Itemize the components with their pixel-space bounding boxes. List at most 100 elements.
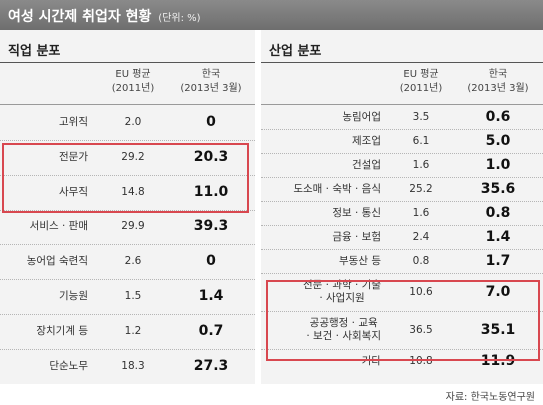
table-row: 농어업 숙련직 2.6 0 xyxy=(0,244,255,280)
korea-value: 1.4 xyxy=(198,288,224,304)
korea-column-header: 한국 (2013년 3월) xyxy=(457,68,539,96)
header-divider xyxy=(0,62,255,63)
row-label: 건설업 xyxy=(352,158,381,171)
table-row: 기능원 1.5 1.4 xyxy=(0,279,255,315)
korea-value: 5.0 xyxy=(485,132,511,149)
korea-value: 27.3 xyxy=(193,358,229,374)
korea-value: 0.6 xyxy=(485,108,511,125)
row-label: 공공행정 · 교육 · 보건 · 사회복지 xyxy=(265,311,381,349)
row-label: 사무직 xyxy=(59,186,88,198)
eu-value: 6.1 xyxy=(412,134,430,147)
eu-value: 3.5 xyxy=(412,110,430,123)
table-row: 고위직 2.0 0 xyxy=(0,105,255,141)
korea-value: 1.0 xyxy=(485,156,511,173)
table-row: 전문가 29.2 20.3 xyxy=(0,140,255,176)
table-row: 도소매 · 숙박 · 음식 25.2 35.6 xyxy=(261,177,543,202)
occupation-title: 직업 분포 xyxy=(8,44,61,59)
row-label: 단순노무 xyxy=(49,360,88,372)
eu-value: 1.5 xyxy=(124,290,142,302)
eu-header-line: EU 평균 xyxy=(403,69,439,80)
eu-value: 29.2 xyxy=(121,151,145,163)
row-label: 도소매 · 숙박 · 음식 xyxy=(293,182,381,195)
eu-value: 1.6 xyxy=(412,158,430,171)
header-divider xyxy=(261,62,543,63)
table-row: 서비스 · 판매 29.9 39.3 xyxy=(0,209,255,245)
korea-value: 39.3 xyxy=(193,218,229,234)
row-label: 정보 · 통신 xyxy=(332,206,381,219)
korea-value: 0 xyxy=(206,253,216,269)
korea-header-line: 한국 xyxy=(201,69,221,80)
korea-value: 35.1 xyxy=(480,321,516,338)
highlight-box-professional-public xyxy=(266,280,540,361)
table-row: 장치기계 등 1.2 0.7 xyxy=(0,314,255,350)
unit-label: (단위: %) xyxy=(158,13,201,24)
eu-value: 1.2 xyxy=(124,325,142,337)
row-label: 제조업 xyxy=(352,134,381,147)
korea-value: 11.0 xyxy=(193,184,229,200)
korea-value: 20.3 xyxy=(193,149,229,165)
korea-header-year: (2013년 3월) xyxy=(467,83,529,94)
table-row: 금융 · 보험 2.4 1.4 xyxy=(261,225,543,250)
table-row: 제조업 6.1 5.0 xyxy=(261,129,543,154)
table-row: 단순노무 18.3 27.3 xyxy=(0,349,255,384)
eu-value: 1.6 xyxy=(412,206,430,219)
page-title: 여성 시간제 취업자 현황 (단위: %) xyxy=(8,6,201,26)
eu-value: 2.6 xyxy=(124,255,142,267)
row-label: 장치기계 등 xyxy=(36,325,88,337)
title-text: 여성 시간제 취업자 현황 xyxy=(8,9,152,25)
row-label: 전문 · 과학 · 기술 · 사업지원 xyxy=(265,273,381,311)
header-bottom-divider xyxy=(0,104,255,105)
eu-value: 2.4 xyxy=(412,230,430,243)
korea-header-line: 한국 xyxy=(488,69,508,80)
eu-value: 14.8 xyxy=(121,186,145,198)
eu-column-header: EU 평균 (2011년) xyxy=(98,68,168,96)
table-row: 사무직 14.8 11.0 xyxy=(0,175,255,211)
table-row: 정보 · 통신 1.6 0.8 xyxy=(261,201,543,226)
eu-value: 0.8 xyxy=(412,254,430,267)
table-row: 부동산 등 0.8 1.7 xyxy=(261,249,543,274)
korea-value: 35.6 xyxy=(480,180,516,197)
eu-column-header: EU 평균 (2011년) xyxy=(389,68,453,96)
row-label: 부동산 등 xyxy=(339,254,381,267)
highlight-box-professional-clerical xyxy=(2,143,249,213)
korea-column-header: 한국 (2013년 3월) xyxy=(170,68,252,96)
table-row: 전문 · 과학 · 기술 · 사업지원 10.6 7.0 xyxy=(261,273,543,312)
row-label: 서비스 · 판매 xyxy=(29,220,88,232)
korea-value: 1.7 xyxy=(485,252,511,269)
row-label: 고위직 xyxy=(59,116,88,128)
panel-gap xyxy=(255,30,261,384)
eu-header-line: EU 평균 xyxy=(115,69,151,80)
eu-value: 10.6 xyxy=(409,285,433,298)
title-banner: 여성 시간제 취업자 현황 (단위: %) xyxy=(0,0,543,30)
row-label-line: 공공행정 · 교육 xyxy=(309,317,378,329)
table-row: 건설업 1.6 1.0 xyxy=(261,153,543,178)
korea-value: 1.4 xyxy=(485,228,511,245)
korea-value: 0.7 xyxy=(198,323,224,339)
occupation-panel: 직업 분포 EU 평균 (2011년) 한국 (2013년 3월) 고위직 2.0… xyxy=(0,30,255,384)
row-label: 농림어업 xyxy=(342,110,381,123)
row-label-line: · 사업지원 xyxy=(319,292,365,304)
header-bottom-divider xyxy=(261,104,543,105)
korea-value: 0 xyxy=(206,114,216,130)
eu-value: 18.3 xyxy=(121,360,145,372)
eu-header-year: (2011년) xyxy=(399,83,443,94)
row-label: 금융 · 보험 xyxy=(332,230,381,243)
row-label: 기능원 xyxy=(59,290,88,302)
industry-title: 산업 분포 xyxy=(269,44,322,59)
row-label-line: 전문 · 과학 · 기술 xyxy=(303,279,381,291)
eu-value: 29.9 xyxy=(121,220,145,232)
row-label-line: · 보건 · 사회복지 xyxy=(306,330,381,342)
row-label: 전문가 xyxy=(59,151,88,163)
eu-value: 25.2 xyxy=(409,182,433,195)
eu-value: 36.5 xyxy=(409,323,433,336)
eu-value: 2.0 xyxy=(124,116,142,128)
table-row: 공공행정 · 교육 · 보건 · 사회복지 36.5 35.1 xyxy=(261,311,543,350)
korea-header-year: (2013년 3월) xyxy=(180,83,242,94)
korea-value: 0.8 xyxy=(485,204,511,221)
korea-value: 7.0 xyxy=(485,283,511,300)
table-row: 농림어업 3.5 0.6 xyxy=(261,105,543,130)
eu-header-year: (2011년) xyxy=(111,83,155,94)
industry-panel: 산업 분포 EU 평균 (2011년) 한국 (2013년 3월) 농림어업 3.… xyxy=(261,30,543,384)
row-label: 농어업 숙련직 xyxy=(26,255,88,267)
source-note: 자료: 한국노동연구원 xyxy=(445,392,535,403)
